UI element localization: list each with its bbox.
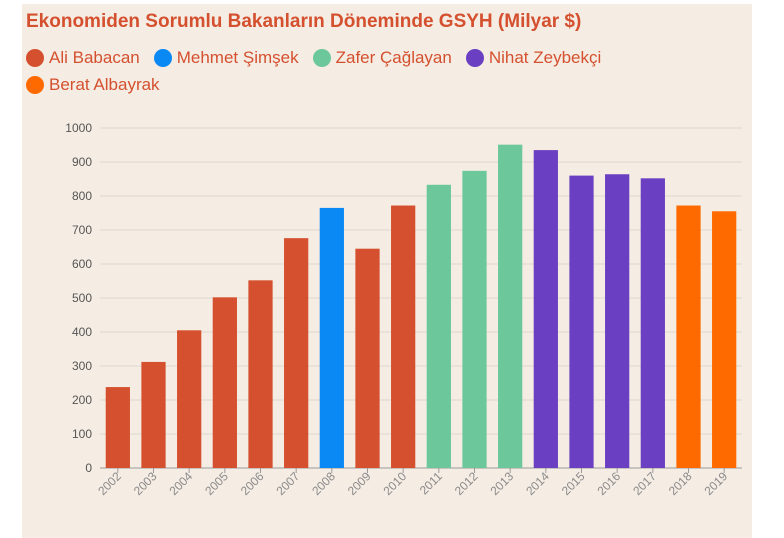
legend-label: Ali Babacan	[49, 48, 140, 67]
x-tick-label: 2015	[559, 469, 588, 498]
x-tick-label: 2004	[167, 469, 196, 498]
y-tick-label: 300	[72, 359, 92, 373]
bar-2002	[105, 387, 130, 468]
y-tick-label: 400	[72, 325, 92, 339]
bar-2012	[462, 170, 487, 468]
x-tick-label: 2009	[345, 469, 374, 498]
x-tick-label: 2003	[131, 469, 160, 498]
legend-label: Berat Albayrak	[49, 75, 160, 94]
bar-2009	[355, 248, 380, 468]
bar-2006	[248, 280, 273, 468]
legend-item: Nihat Zeybekçi	[465, 48, 602, 68]
bar-2014	[533, 150, 558, 468]
y-tick-label: 1000	[65, 121, 92, 135]
legend-swatch	[465, 49, 484, 67]
bar-2018	[676, 205, 701, 468]
legend-item: Zafer Çağlayan	[312, 48, 452, 68]
y-tick-label: 900	[72, 155, 92, 169]
bar-2004	[177, 330, 202, 468]
legend-swatch	[153, 49, 172, 67]
bar-2010	[391, 205, 416, 468]
x-tick-label: 2016	[595, 469, 624, 498]
x-tick-label: 2010	[381, 469, 410, 498]
y-tick-label: 700	[72, 223, 92, 237]
legend-swatch	[26, 76, 44, 94]
bar-2013	[498, 144, 523, 468]
legend-item: Ali Babacan	[26, 48, 140, 68]
x-tick-label: 2012	[452, 469, 481, 498]
y-tick-label: 0	[85, 461, 92, 475]
x-tick-label: 2019	[702, 469, 731, 498]
bar-2019	[712, 211, 737, 469]
x-tick-label: 2006	[238, 469, 267, 498]
y-tick-label: 500	[72, 291, 92, 305]
x-tick-label: 2011	[417, 469, 445, 497]
bar-2008	[319, 207, 344, 468]
x-tick-label: 2007	[274, 469, 303, 498]
bar-2015	[569, 175, 594, 468]
x-tick-label: 2005	[202, 469, 231, 498]
chart-legend: Ali Babacan Mehmet Şimşek Zafer Çağlayan Ni…	[26, 48, 666, 95]
bar-2017	[640, 178, 665, 468]
x-tick-label: 2008	[309, 469, 338, 498]
legend-swatch	[26, 49, 44, 67]
legend-item: Berat Albayrak	[26, 75, 160, 95]
bar-2003	[141, 361, 166, 468]
legend-swatch	[312, 49, 331, 67]
bar-2005	[212, 297, 237, 468]
y-tick-label: 800	[72, 189, 92, 203]
legend-label: Mehmet Şimşek	[176, 48, 299, 67]
x-tick-label: 2013	[488, 469, 517, 498]
bar-2011	[426, 184, 451, 468]
x-tick-label: 2002	[95, 469, 124, 498]
x-tick-label: 2017	[630, 469, 659, 498]
y-tick-label: 200	[72, 393, 92, 407]
x-tick-label: 2018	[666, 469, 695, 498]
bar-2007	[284, 238, 309, 468]
chart-title: Ekonomiden Sorumlu Bakanların Döneminde …	[26, 11, 582, 32]
legend-item: Mehmet Şimşek	[153, 48, 299, 68]
y-tick-label: 100	[72, 427, 92, 441]
x-tick-label: 2014	[523, 469, 552, 498]
legend-label: Zafer Çağlayan	[335, 48, 452, 67]
y-tick-label: 600	[72, 257, 92, 271]
bar-2016	[605, 174, 630, 469]
legend-label: Nihat Zeybekçi	[488, 48, 602, 67]
